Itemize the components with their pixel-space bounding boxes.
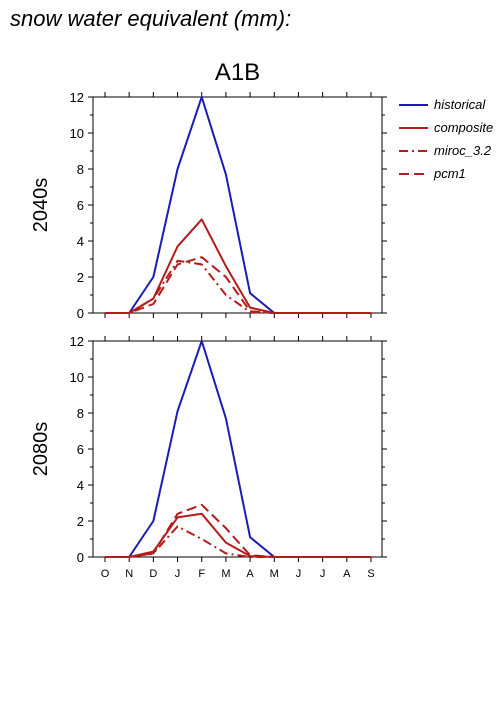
page-title: snow water equivalent (mm):: [10, 6, 291, 31]
period-label: 2080s: [30, 422, 52, 477]
x-tick-label: M: [270, 568, 279, 580]
y-tick-label: 0: [77, 550, 84, 565]
panel-2040s: 0 2 4 6 8 10 12 A1B 2040s: [30, 59, 387, 321]
legend: historical composite miroc_3.2 pcm1: [399, 97, 493, 181]
x-tick-label: D: [149, 568, 157, 580]
y-tick-label: 4: [77, 478, 84, 493]
y-tick-label: 4: [77, 234, 84, 249]
x-tick-label: J: [296, 568, 302, 580]
series-line-miroc-3-2: [105, 525, 371, 558]
legend-label: composite: [434, 120, 493, 135]
y-tick-label: 2: [77, 514, 84, 529]
scenario-title: A1B: [215, 59, 260, 86]
series-line-composite: [105, 512, 371, 558]
y-tick-label: 6: [77, 198, 84, 213]
x-tick-label: O: [101, 568, 110, 580]
chart-panels: 0 2 4 6 8 10 12 A1B 2040s 0 2 4 6 8 10 12 O N D J F M A M J J A S 20…: [30, 59, 387, 580]
y-tick-label: 12: [70, 90, 84, 105]
y-tick-label: 0: [77, 306, 84, 321]
y-tick-label: 6: [77, 442, 84, 457]
x-tick-label: F: [198, 568, 205, 580]
series-line-historical: [105, 340, 371, 558]
plot-frame: [92, 96, 383, 314]
y-tick-label: 12: [70, 334, 84, 349]
x-tick-label: A: [246, 568, 254, 580]
series-line-pcm1: [105, 256, 371, 314]
period-label: 2040s: [30, 178, 52, 233]
y-tick-label: 2: [77, 270, 84, 285]
x-tick-label: M: [221, 568, 230, 580]
legend-label: historical: [434, 97, 486, 112]
y-tick-label: 10: [70, 126, 84, 141]
x-tick-label: N: [125, 568, 133, 580]
x-tick-label: A: [343, 568, 351, 580]
y-tick-label: 8: [77, 406, 84, 421]
legend-label: pcm1: [433, 166, 466, 181]
y-tick-label: 8: [77, 162, 84, 177]
x-tick-label: J: [175, 568, 181, 580]
panel-2080s: 0 2 4 6 8 10 12 O N D J F M A M J J A S 2080s: [30, 334, 387, 580]
y-tick-label: 10: [70, 370, 84, 385]
x-tick-label: S: [367, 568, 374, 580]
plot-frame: [92, 340, 383, 558]
legend-label: miroc_3.2: [434, 143, 492, 158]
series-line-pcm1: [105, 503, 371, 558]
series-line-historical: [105, 96, 371, 314]
x-tick-label: J: [320, 568, 326, 580]
